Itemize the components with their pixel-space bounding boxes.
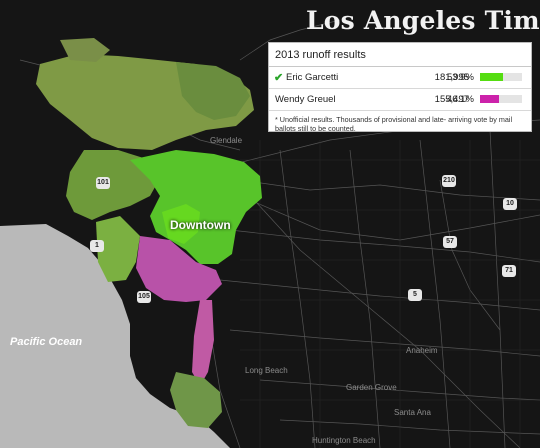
city-label-garden-grove: Garden Grove [346,383,397,392]
candidate-votes: 155,497 [434,94,469,105]
valley-east [176,62,250,120]
city-label-huntington-beach: Huntington Beach [312,436,376,445]
vote-share-bar [480,95,522,103]
southwest [96,216,140,282]
city-label-long-beach: Long Beach [245,366,288,375]
candidate-row-garcetti[interactable]: ✔ Eric Garcetti 181,995 53.9% [269,67,531,89]
downtown-label: Downtown [170,218,231,232]
harbor-corridor [192,300,214,386]
pacific-ocean [0,224,230,448]
valley-north [60,38,110,62]
candidate-votes: 181,995 [434,72,469,83]
highway-shield-101: 101 [96,177,110,189]
candidate-name: Eric Garcetti [286,72,339,83]
central-city [130,150,262,264]
winner-check-icon: ✔ [274,72,284,84]
south-la [136,236,222,302]
results-panel: 2013 runoff results ✔ Eric Garcetti 181,… [268,42,532,133]
highway-shield-57: 57 [443,236,457,248]
candidate-name: Wendy Greuel [275,94,336,105]
highway-shield-10: 10 [503,198,517,210]
candidate-percent: 46.1% [447,94,474,105]
san-pedro [170,372,222,428]
highway-shield-210: 210 [442,175,456,187]
downtown-core [162,204,200,244]
results-title: 2013 runoff results [269,43,531,67]
street-grid [240,140,540,448]
highway-shield-5: 5 [408,289,422,301]
ocean-label: Pacific Ocean [10,336,83,348]
city-label-glendale: Glendale [210,136,243,145]
highway-shield-1: 1 [90,240,104,252]
results-footnote: * Unofficial results. Thousands of provi… [275,115,513,133]
vote-share-fill [480,73,503,81]
highway-shield-71: 71 [502,265,516,277]
candidate-percent: 53.9% [447,72,474,83]
city-label-santa-ana: Santa Ana [394,408,431,417]
precinct-results[interactable] [36,38,262,428]
westside-strip[interactable] [66,150,160,220]
la-times-logo: Los Angeles Times [306,6,540,35]
vote-share-fill [480,95,500,103]
vote-share-bar [480,73,522,81]
candidate-row-greuel[interactable]: Wendy Greuel 155,497 46.1% [269,89,531,111]
city-label-anaheim: Anaheim [406,346,438,355]
highway-shield-105: 105 [137,291,151,303]
